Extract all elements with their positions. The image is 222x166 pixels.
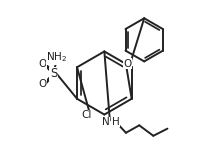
Text: NH$_2$: NH$_2$ (46, 50, 68, 64)
Text: S: S (50, 67, 57, 80)
Text: H: H (112, 117, 120, 127)
Text: Cl: Cl (82, 110, 92, 120)
Text: O: O (38, 59, 47, 69)
Text: O: O (38, 79, 47, 89)
Text: O: O (123, 59, 132, 69)
Text: N: N (102, 117, 110, 127)
